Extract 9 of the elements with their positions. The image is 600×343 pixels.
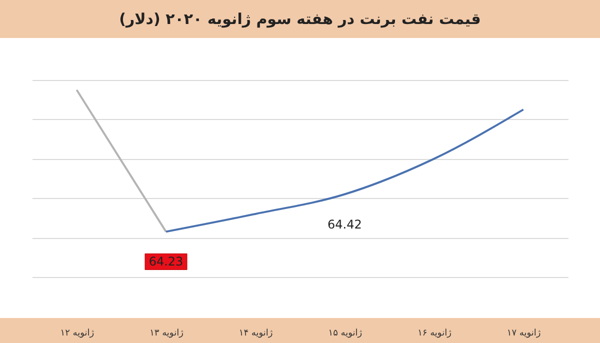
x-tick-label: ۱۶ ژانویه [418,328,452,338]
x-tick-label: ۱۳ ژانویه [150,328,184,338]
data-label: 64.42 [327,217,362,232]
x-tick-label: ۱۴ ژانویه [238,328,273,338]
data-label: 64.23 [148,254,184,269]
x-tick-label: ۱۲ ژانویه [60,328,94,338]
x-tick-label: ۱۵ ژانویه [328,328,362,338]
chart-title: قیمت نفت برنت در هفته سوم ژانویه ۲۰۲۰ (دلار) [0,0,600,38]
x-tick-label: ۱۷ ژانویه [506,328,541,338]
